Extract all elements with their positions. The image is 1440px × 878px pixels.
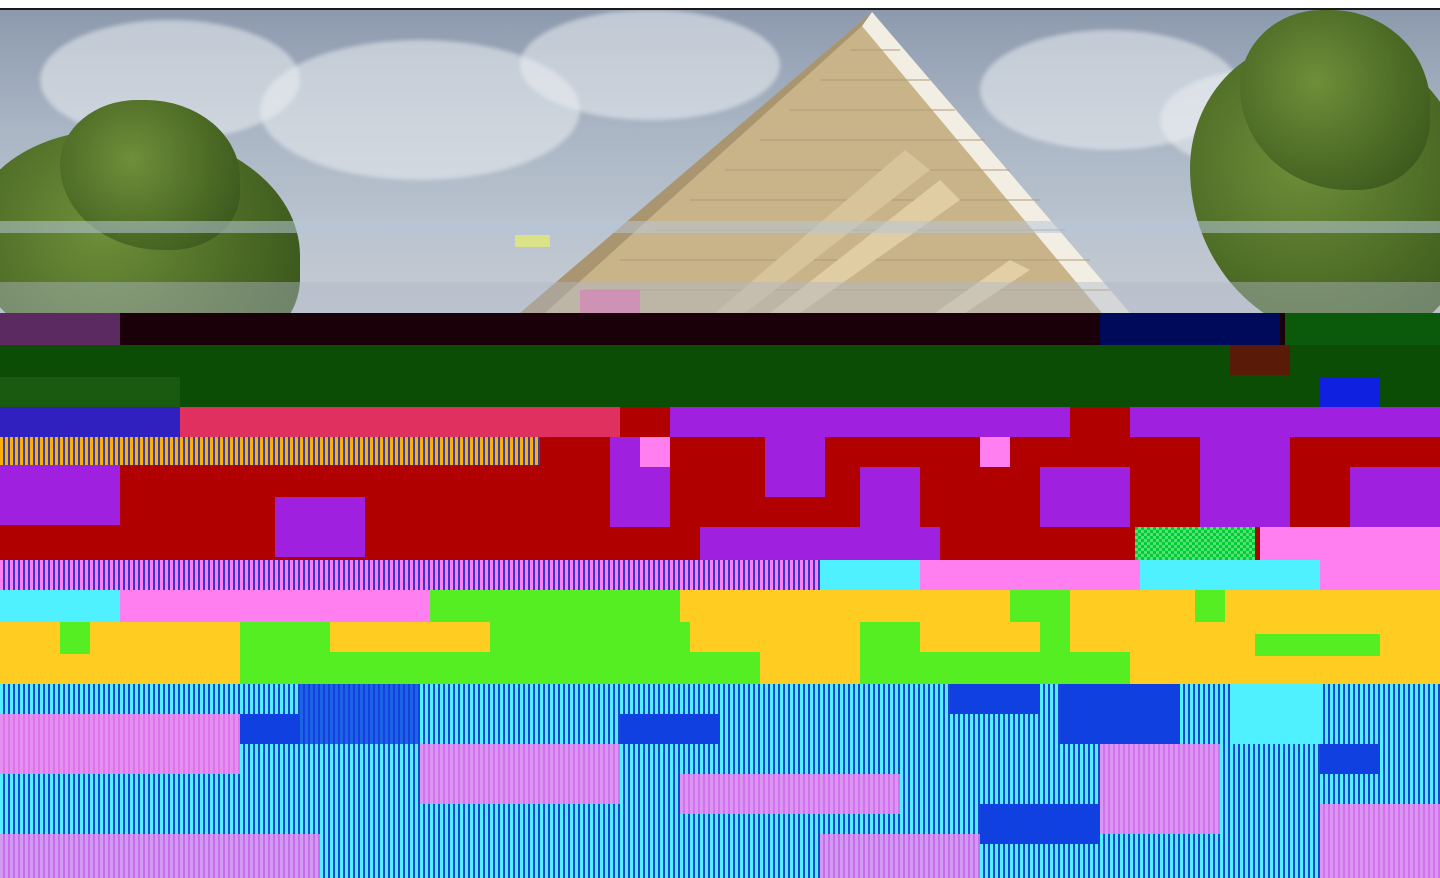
window-top-border [0,0,1440,10]
hero-photo [0,10,1440,313]
glitch-pink-band [0,590,1440,622]
roof-canopy [0,12,1440,313]
glitch-yellow-green-band [0,622,1440,684]
glitch-cyan-pink-band [0,560,1440,590]
cloud [520,10,780,120]
tree-right-top [1240,10,1430,190]
glitch-red-band [0,407,1440,560]
glitch-blue-noise-band [0,684,1440,878]
corrupted-image-region [0,313,1440,878]
glitch-dark-band [0,313,1440,345]
glitch-green-band [0,345,1440,407]
